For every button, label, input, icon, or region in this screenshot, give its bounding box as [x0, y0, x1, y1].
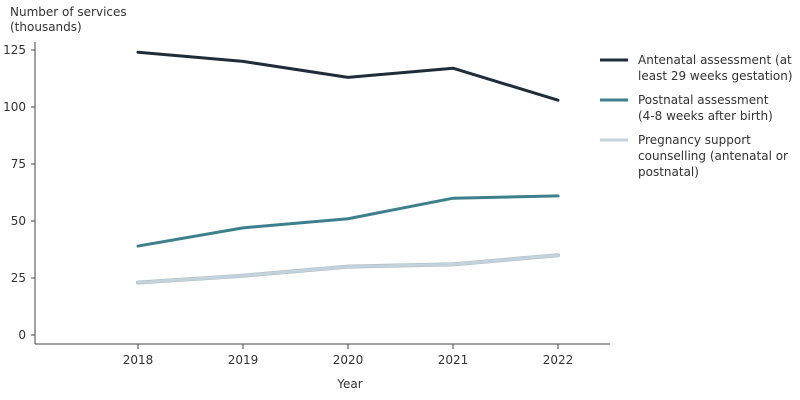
legend-item: Postnatal assessment (4-8 weeks after bir… [600, 93, 773, 123]
x-axis-title: Year [336, 377, 362, 391]
x-tick-label: 2020 [333, 353, 364, 367]
y-axis-title: Number of services(thousands) [10, 5, 127, 34]
legend-label: Antenatal assessment (at [638, 53, 792, 67]
y-tick-label: 50 [11, 214, 26, 228]
legend: Antenatal assessment (at least 29 weeks g… [600, 53, 793, 179]
legend-label: counselling (antenatal or [638, 149, 788, 163]
y-tick-label: 25 [11, 271, 26, 285]
series-line [136, 253, 560, 285]
legend-label: (4-8 weeks after birth) [638, 109, 773, 123]
y-tick-label: 100 [3, 100, 26, 114]
x-tick-label: 2022 [543, 353, 574, 367]
legend-item: Pregnancy support counselling (antenatal … [600, 133, 788, 179]
legend-label: least 29 weeks gestation) [638, 69, 793, 83]
x-tick-label: 2021 [438, 353, 469, 367]
legend-label: Pregnancy support [638, 133, 751, 147]
y-tick-label: 125 [3, 43, 26, 57]
y-tick-label: 0 [18, 328, 26, 342]
x-axis-ticks: 2018 2019 2020 2021 2022 [123, 344, 574, 367]
legend-label: postnatal) [638, 165, 699, 179]
y-tick-label: 75 [11, 157, 26, 171]
y-axis-title-line: (thousands) [10, 20, 82, 34]
x-tick-label: 2018 [123, 353, 154, 367]
series-line [136, 50, 560, 102]
chart-axes [34, 42, 610, 345]
x-tick-label: 2019 [228, 353, 259, 367]
series-lines [136, 50, 560, 285]
series-line [136, 194, 560, 248]
legend-label: Postnatal assessment [638, 93, 769, 107]
legend-item: Antenatal assessment (at least 29 weeks g… [600, 53, 793, 83]
y-axis-title-line: Number of services [10, 5, 127, 19]
y-axis-ticks: 0 25 50 75 100 125 [3, 43, 35, 342]
